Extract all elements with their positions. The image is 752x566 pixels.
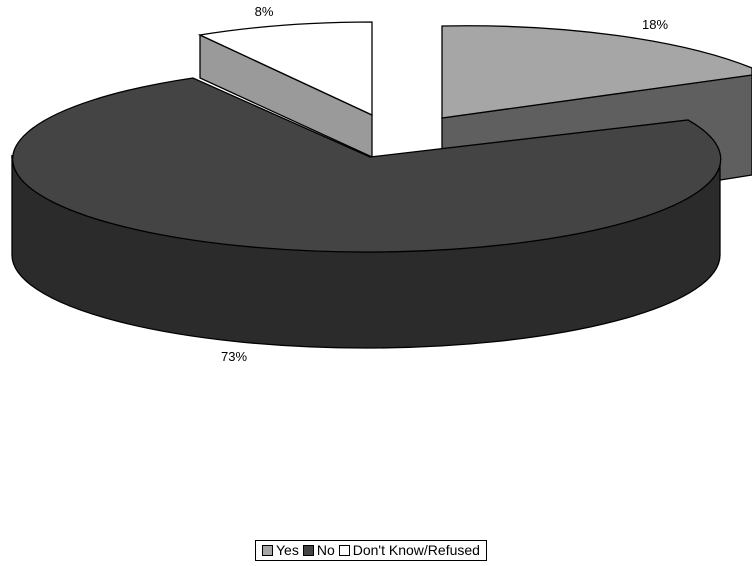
legend-swatch-dont-know (338, 544, 350, 556)
data-label-no: 73% (221, 349, 247, 364)
legend-swatch-yes (262, 544, 273, 556)
slice-dont-know (197, 21, 373, 159)
legend-item-dont-know: Don't Know/Refused (338, 542, 480, 558)
data-label-dont-know: 8% (255, 4, 274, 19)
slice-no (11, 77, 722, 349)
legend-item-no: No (302, 542, 335, 558)
legend: Yes No Don't Know/Refused (255, 540, 487, 561)
legend-label-dont-know: Don't Know/Refused (352, 542, 480, 558)
legend-label-no: No (316, 542, 335, 558)
legend-swatch-no (302, 544, 314, 556)
legend-item-yes: Yes (262, 542, 299, 558)
slice-no-top (12, 77, 722, 253)
legend-label-yes: Yes (276, 542, 299, 558)
slice-dont-know-top (197, 21, 373, 117)
slice-yes-top (441, 25, 752, 119)
data-label-yes: 18% (642, 17, 668, 32)
